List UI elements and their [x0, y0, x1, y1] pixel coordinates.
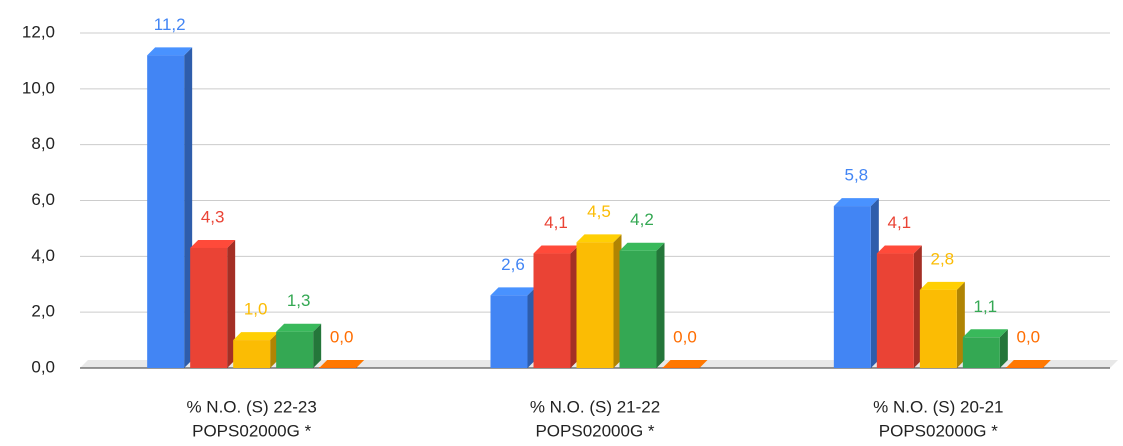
value-label: 2,6 [501, 255, 525, 274]
bar-top [1005, 360, 1051, 368]
value-label: 0,0 [673, 327, 697, 346]
bar [619, 250, 657, 368]
bar-top [490, 287, 536, 296]
bar-top [619, 242, 665, 251]
bar [576, 242, 614, 368]
value-label: 1,1 [974, 297, 998, 316]
value-label: 4,1 [888, 213, 912, 232]
y-tick-label: 6,0 [31, 190, 55, 209]
bar-top [233, 332, 279, 341]
value-label: 1,3 [287, 291, 311, 310]
bar [919, 289, 957, 368]
y-tick-label: 8,0 [31, 134, 55, 153]
value-label: 4,2 [630, 210, 654, 229]
bar [962, 337, 1000, 368]
bar-top [662, 360, 708, 368]
value-label: 4,5 [587, 202, 611, 221]
bar [276, 331, 314, 368]
bar [147, 55, 185, 368]
x-tick-label: POPS02000G * [192, 421, 311, 440]
y-tick-label: 0,0 [31, 357, 55, 376]
bar [190, 247, 228, 368]
bar [533, 253, 571, 368]
bar-top [833, 198, 879, 207]
bar-top [919, 281, 965, 290]
bar-side [227, 239, 236, 368]
value-label: 11,2 [154, 15, 186, 34]
bar [662, 367, 700, 368]
x-tick-label: % N.O. (S) 21-22 [530, 397, 660, 416]
y-tick-label: 4,0 [31, 246, 55, 265]
bar-top [147, 47, 193, 56]
x-tick-label: % N.O. (S) 20-21 [873, 397, 1003, 416]
bar [233, 340, 271, 368]
bar-top [962, 329, 1008, 338]
value-label: 4,1 [544, 213, 568, 232]
bar [1005, 367, 1043, 368]
y-tick-label: 12,0 [22, 22, 55, 41]
bar-top [576, 234, 622, 243]
value-label: 1,0 [244, 300, 268, 319]
y-tick-label: 2,0 [31, 302, 55, 321]
value-label: 0,0 [330, 327, 354, 346]
bar [833, 206, 871, 368]
bar-top [276, 323, 322, 332]
y-tick-label: 10,0 [22, 78, 55, 97]
bar-side [656, 242, 665, 368]
x-tick-label: POPS02000G * [535, 421, 654, 440]
bar-top [190, 239, 236, 248]
value-label: 0,0 [1017, 327, 1041, 346]
value-label: 2,8 [931, 249, 955, 268]
bar-top [319, 360, 365, 368]
bar-side [999, 329, 1008, 368]
bar [876, 253, 914, 368]
x-tick-label: POPS02000G * [879, 421, 998, 440]
value-label: 5,8 [845, 166, 869, 185]
bar-top [876, 245, 922, 254]
bar [319, 367, 357, 368]
bar-top [533, 245, 579, 254]
value-label: 4,3 [201, 207, 225, 226]
x-tick-label: % N.O. (S) 22-23 [186, 397, 316, 416]
bar-side [313, 323, 322, 368]
bar [490, 295, 528, 368]
